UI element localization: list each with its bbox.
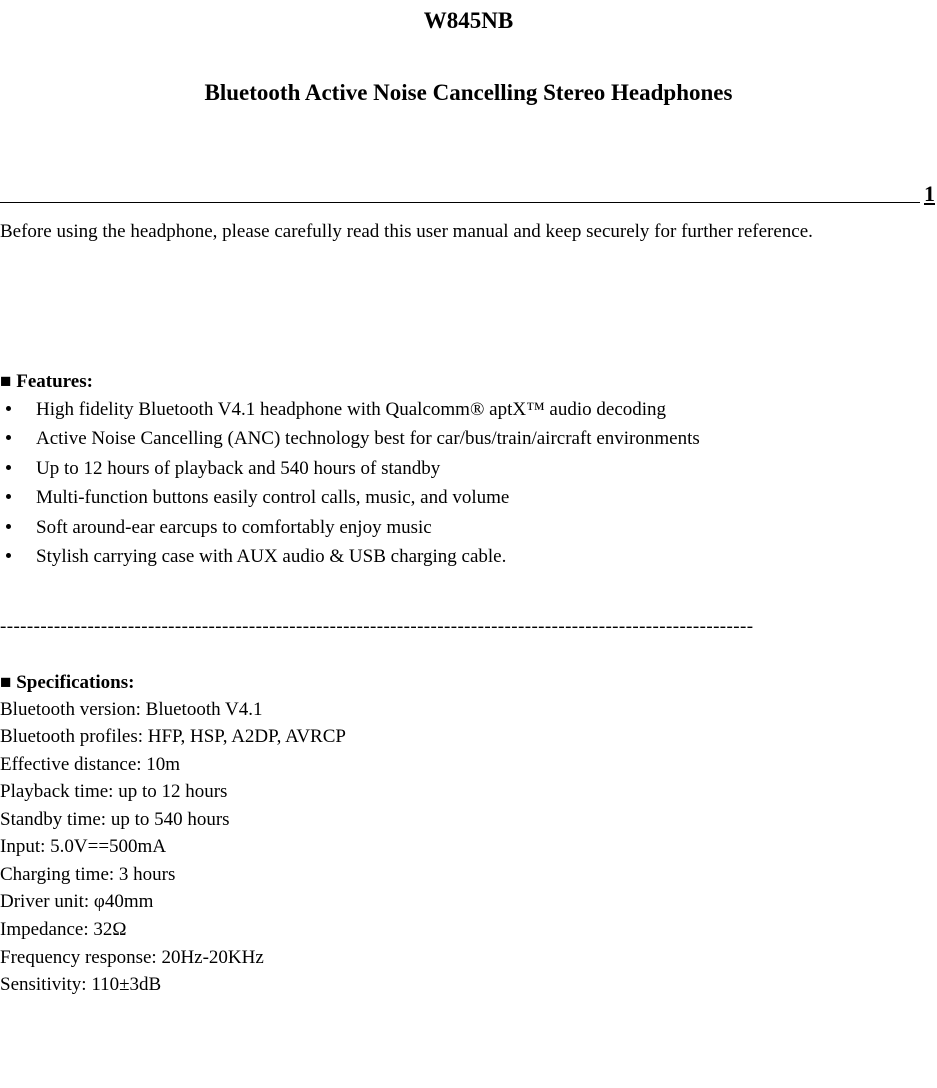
features-heading: ■ Features: — [0, 371, 937, 393]
specifications-heading-label: Specifications: — [16, 672, 134, 693]
spec-line: Sensitivity: 110±3dB — [0, 971, 937, 999]
specifications-heading: ■ Specifications: — [0, 672, 937, 694]
spec-line: Standby time: up to 540 hours — [0, 806, 937, 834]
feature-item: Soft around-ear earcups to comfortably e… — [0, 513, 937, 542]
spec-line: Frequency response: 20Hz-20KHz — [0, 944, 937, 972]
dash-separator: ----------------------------------------… — [0, 616, 937, 638]
feature-item: Stylish carrying case with AUX audio & U… — [0, 542, 937, 571]
page-number: 1 — [920, 181, 937, 207]
features-heading-label: Features: — [16, 371, 93, 392]
spec-line: Input: 5.0V==500mA — [0, 833, 937, 861]
horizontal-rule — [0, 202, 920, 203]
feature-item: Up to 12 hours of playback and 540 hours… — [0, 454, 937, 483]
spec-line: Playback time: up to 12 hours — [0, 778, 937, 806]
feature-item: High fidelity Bluetooth V4.1 headphone w… — [0, 395, 937, 424]
spec-line: Impedance: 32Ω — [0, 916, 937, 944]
feature-item: Multi-function buttons easily control ca… — [0, 483, 937, 512]
features-list: High fidelity Bluetooth V4.1 headphone w… — [0, 395, 937, 572]
spec-line: Bluetooth version: Bluetooth V4.1 — [0, 696, 937, 724]
square-bullet-icon: ■ — [0, 371, 11, 393]
spec-line: Bluetooth profiles: HFP, HSP, A2DP, AVRC… — [0, 723, 937, 751]
feature-item: Active Noise Cancelling (ANC) technology… — [0, 424, 937, 453]
spec-line: Driver unit: φ40mm — [0, 888, 937, 916]
specifications-list: Bluetooth version: Bluetooth V4.1 Blueto… — [0, 696, 937, 999]
model-number: W845NB — [0, 8, 937, 34]
product-title: Bluetooth Active Noise Cancelling Stereo… — [0, 80, 937, 106]
intro-paragraph: Before using the headphone, please caref… — [0, 221, 937, 243]
square-bullet-icon: ■ — [0, 672, 11, 694]
spec-line: Charging time: 3 hours — [0, 861, 937, 889]
page-number-row: 1 — [0, 181, 937, 207]
spec-line: Effective distance: 10m — [0, 751, 937, 779]
